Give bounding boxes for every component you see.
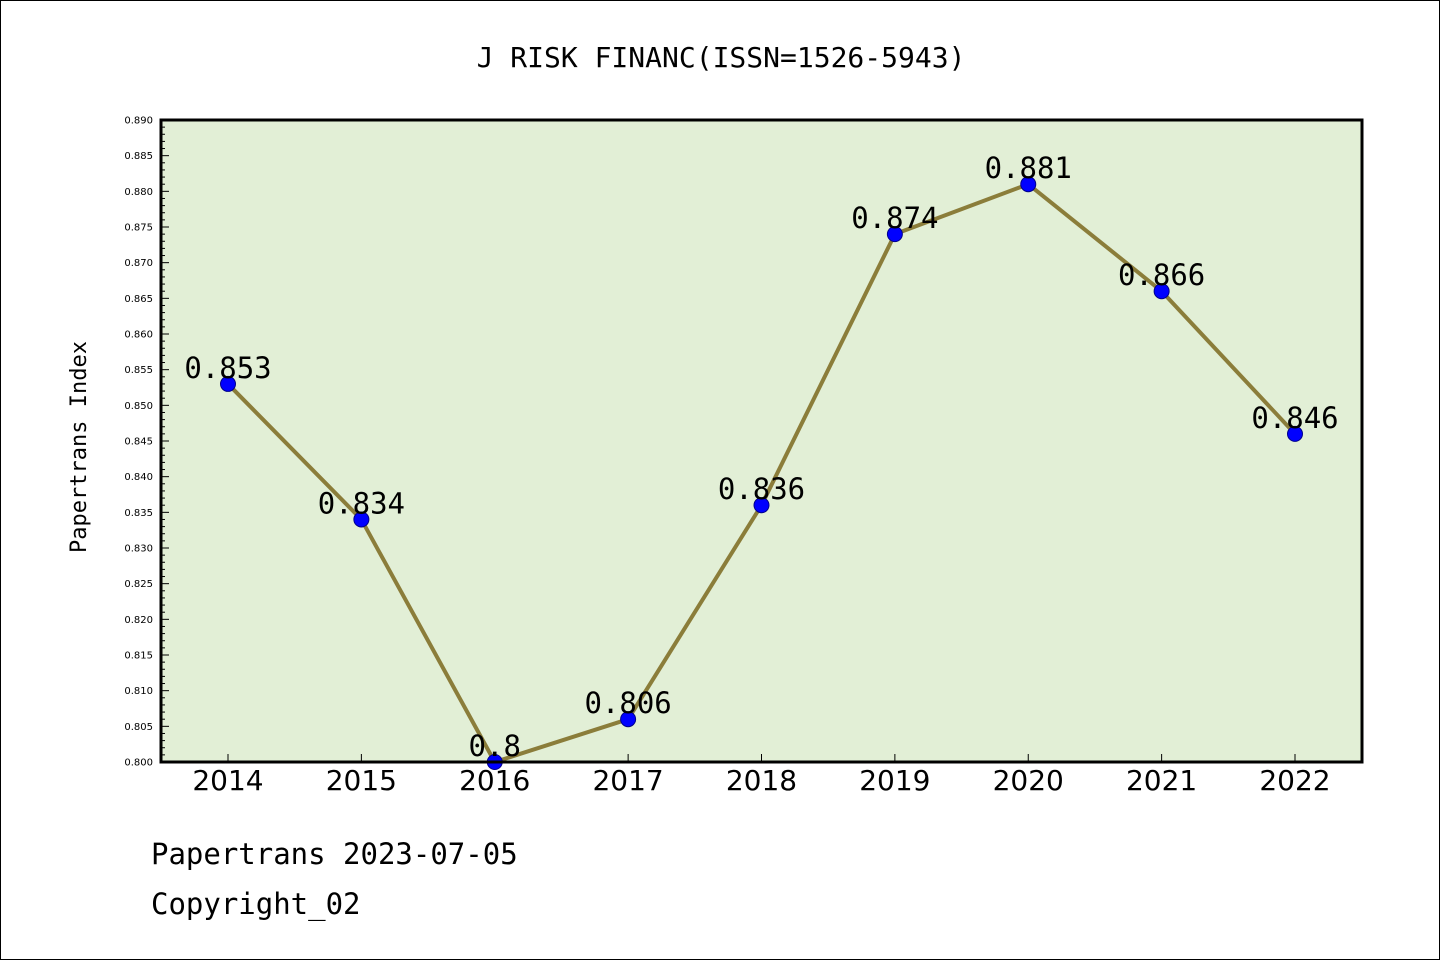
data-label: 0.874 (851, 201, 938, 235)
y-tick-label: 0.870 (124, 258, 153, 269)
data-point (1153, 283, 1170, 300)
x-axis-ticks: 2014 2015 2016 2017 2018 2019 2020 2021 2022 (192, 754, 1331, 797)
data-label: 0.834 (318, 486, 405, 520)
data-point (220, 375, 236, 392)
plot-area (161, 120, 1362, 762)
data-label: 0.8 (469, 729, 521, 763)
data-point (753, 497, 770, 514)
y-tick-label: 0.890 (124, 116, 153, 127)
data-point (1287, 425, 1303, 442)
y-tick-label: 0.875 (124, 223, 153, 234)
x-tick-label: 2022 (1259, 764, 1330, 797)
data-point (353, 511, 370, 528)
data-label: 0.853 (184, 351, 271, 385)
x-tick-label: 2017 (592, 764, 663, 797)
data-point (620, 711, 637, 728)
y-tick-label: 0.835 (124, 508, 153, 519)
series-group: 0.853 0.834 0.8 0.806 0.836 0.874 0.881 0.866 0.… (184, 151, 1339, 770)
chart-title: J RISK FINANC(ISSN=1526-5943) (477, 41, 966, 74)
footer-copyright: Copyright_02 (151, 887, 361, 921)
plot-border (159, 118, 1364, 764)
x-tick-label: 2019 (859, 764, 930, 797)
data-label: 0.866 (1118, 258, 1205, 292)
data-label: 0.846 (1251, 401, 1338, 435)
y-tick-label: 0.840 (124, 472, 153, 483)
y-tick-label: 0.825 (124, 579, 153, 590)
y-tick-label: 0.830 (124, 544, 153, 555)
y-tick-label: 0.885 (124, 151, 153, 162)
y-tick-label: 0.820 (124, 615, 153, 626)
data-label: 0.836 (718, 472, 805, 506)
y-tick-label: 0.860 (124, 330, 153, 341)
x-tick-label: 2015 (326, 764, 397, 797)
data-label: 0.806 (584, 686, 671, 720)
data-point (886, 226, 903, 243)
data-label: 0.881 (985, 151, 1072, 185)
y-axis-label: Papertrans Index (67, 341, 92, 553)
x-tick-label: 2020 (993, 764, 1064, 797)
data-point (1020, 176, 1037, 193)
y-tick-label: 0.810 (124, 686, 153, 697)
y-tick-label: 0.800 (124, 758, 153, 769)
x-tick-label: 2021 (1126, 764, 1197, 797)
y-tick-label: 0.880 (124, 187, 153, 198)
y-tick-label: 0.850 (124, 401, 153, 412)
y-tick-label: 0.805 (124, 722, 153, 733)
y-tick-label: 0.855 (124, 365, 153, 376)
y-tick-label: 0.845 (124, 437, 153, 448)
y-tick-label: 0.865 (124, 294, 153, 305)
x-tick-label: 2014 (192, 764, 263, 797)
y-tick-label: 0.815 (124, 651, 153, 662)
x-tick-label: 2018 (726, 764, 797, 797)
footer-date-line: Papertrans 2023-07-05 (151, 837, 518, 871)
